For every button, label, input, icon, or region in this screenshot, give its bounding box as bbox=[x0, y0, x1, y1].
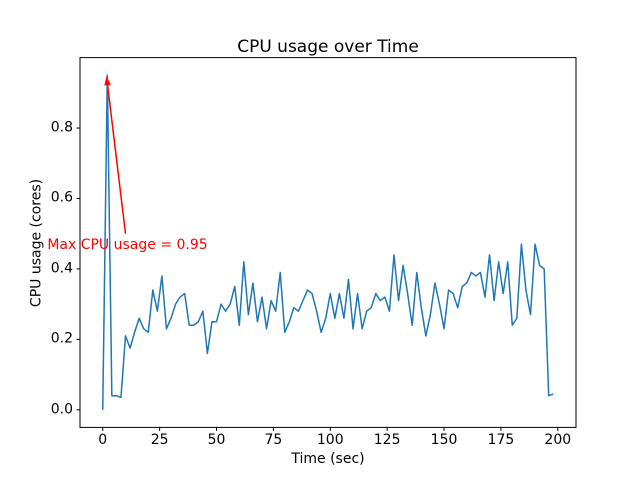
x-tick-label: 25 bbox=[150, 432, 169, 448]
cpu-usage-line bbox=[102, 74, 554, 410]
x-tick-label: 100 bbox=[316, 432, 344, 448]
y-tick-label: 0.6 bbox=[50, 189, 73, 206]
x-tick-label: 50 bbox=[207, 432, 226, 448]
x-tick-label: 200 bbox=[544, 432, 572, 448]
y-tick-label: 0.2 bbox=[50, 330, 73, 347]
x-tick-label: 75 bbox=[264, 432, 283, 448]
x-tick-label: 0 bbox=[98, 432, 108, 448]
x-tick-label: 125 bbox=[373, 432, 401, 448]
x-tick-label: 150 bbox=[430, 432, 458, 448]
axes-spines bbox=[79, 57, 577, 428]
annotation-arrow-head bbox=[104, 76, 111, 86]
y-tick-label: 0.4 bbox=[50, 260, 73, 277]
x-axis-label: Time (sec) bbox=[291, 451, 365, 467]
x-tick-label: 175 bbox=[487, 432, 515, 448]
y-axis-label: CPU usage (cores) bbox=[28, 178, 45, 308]
chart-title: CPU usage over Time bbox=[237, 37, 419, 57]
y-tick-label: 0.8 bbox=[50, 119, 73, 136]
annotation-arrow-line bbox=[106, 83, 127, 234]
y-tick-label: 0.0 bbox=[50, 401, 73, 418]
max-cpu-annotation: Max CPU usage = 0.95 bbox=[47, 236, 208, 253]
